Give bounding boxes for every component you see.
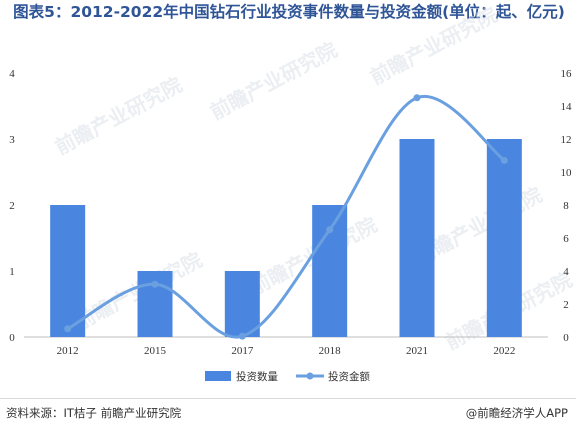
- y-right-tick-label: 8: [563, 200, 569, 212]
- line-series: [64, 94, 508, 340]
- legend-bar-swatch: [205, 371, 231, 381]
- watermark-text: 前瞻产业研究院: [51, 72, 186, 159]
- x-tick-label: 2022: [493, 345, 515, 357]
- y-right-tick-label: 14: [561, 101, 573, 113]
- line-point: [151, 280, 159, 288]
- y-right-tick-label: 2: [563, 299, 569, 311]
- legend: 投资数量 投资金额: [205, 370, 370, 383]
- line-point: [500, 156, 508, 164]
- line-point: [413, 94, 421, 102]
- watermark-text: 前瞻产业研究院: [366, 2, 501, 89]
- y-left-tick-label: 2: [9, 200, 15, 212]
- x-tick-label: 2018: [319, 345, 342, 357]
- brand-credit: @前瞻经济学人APP: [465, 406, 568, 420]
- bar: [312, 205, 348, 337]
- legend-line-label: 投资金额: [328, 370, 370, 383]
- legend-bar-label: 投资数量: [236, 370, 278, 383]
- y-left-tick-label: 0: [9, 332, 15, 344]
- line-point: [238, 332, 246, 340]
- chart-title: 图表5：2012-2022年中国钻石行业投资事件数量与投资金额(单位：起、亿元): [13, 3, 565, 21]
- x-tick-label: 2021: [406, 345, 428, 357]
- line-point: [326, 226, 334, 234]
- watermark-text: 前瞻产业研究院: [206, 37, 341, 124]
- x-tick-label: 2012: [57, 345, 79, 357]
- y-left-tick-label: 4: [9, 68, 15, 80]
- y-right-tick-label: 0: [563, 332, 569, 344]
- legend-line-marker: [306, 372, 314, 380]
- bar: [486, 139, 522, 337]
- footer-divider: [0, 398, 576, 399]
- x-tick-label: 2017: [231, 345, 254, 357]
- x-tick-label: 2015: [144, 345, 167, 357]
- y-left-tick-label: 3: [9, 134, 15, 146]
- bar: [399, 139, 435, 337]
- y-right-tick-label: 12: [561, 134, 572, 146]
- bars: [50, 139, 522, 337]
- bar: [50, 205, 86, 337]
- line-point: [64, 325, 72, 333]
- source-note: 资料来源：IT桔子 前瞻产业研究院: [6, 406, 182, 420]
- y-right-tick-label: 4: [563, 266, 569, 278]
- y-right-tick-label: 6: [563, 233, 569, 245]
- y-left-tick-label: 1: [9, 266, 15, 278]
- y-right-tick-label: 10: [561, 167, 573, 179]
- bar: [224, 271, 260, 337]
- y-right-tick-label: 16: [561, 68, 573, 80]
